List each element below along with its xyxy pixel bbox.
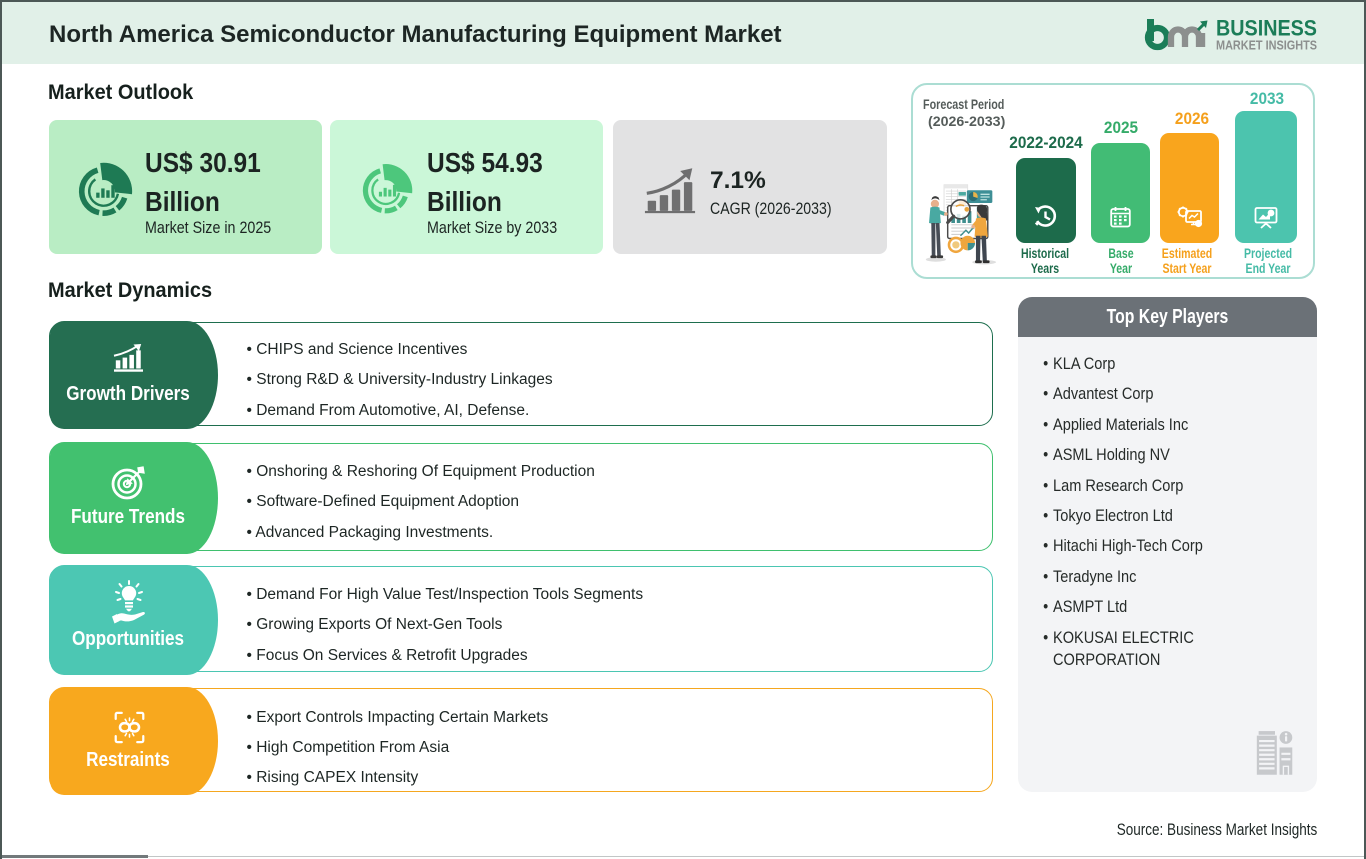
svg-text:BUSINESS: BUSINESS [1216,16,1317,41]
svg-text:MARKET INSIGHTS: MARKET INSIGHTS [1216,39,1317,53]
